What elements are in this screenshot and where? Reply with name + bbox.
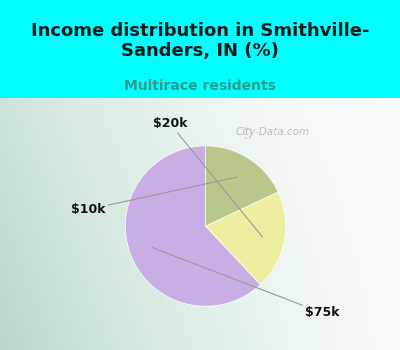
Wedge shape	[206, 146, 278, 226]
Text: Income distribution in Smithville-
Sanders, IN (%): Income distribution in Smithville- Sande…	[31, 22, 369, 60]
Text: $10k: $10k	[71, 177, 236, 216]
Text: Multirace residents: Multirace residents	[124, 79, 276, 93]
Text: $75k: $75k	[152, 247, 340, 320]
Wedge shape	[125, 146, 260, 306]
Wedge shape	[206, 192, 286, 285]
Text: City-Data.com: City-Data.com	[236, 127, 310, 138]
Text: ⓘ: ⓘ	[244, 127, 251, 140]
Text: $20k: $20k	[153, 117, 262, 237]
